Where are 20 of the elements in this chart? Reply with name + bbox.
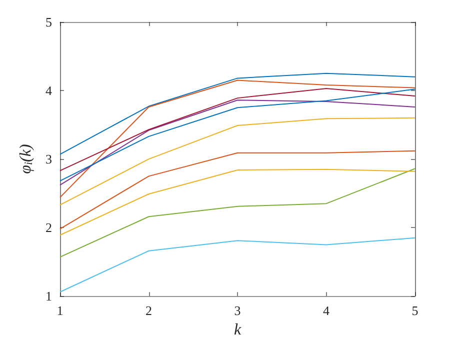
x-tick-label: 2	[146, 303, 152, 318]
y-tick-label: 3	[46, 152, 52, 167]
y-axis-title: φi(k)	[18, 144, 36, 174]
y-tick-label: 4	[46, 83, 52, 98]
y-tick-label: 2	[46, 220, 52, 236]
x-tick-label: 3	[234, 303, 241, 318]
x-tick-label: 1	[56, 303, 64, 318]
line-series	[60, 150, 416, 230]
x-axis-title: k	[234, 322, 242, 338]
line-series	[60, 168, 416, 258]
x-tick-label: 5	[412, 303, 418, 318]
y-tick-label: 1	[46, 288, 52, 304]
line-series	[60, 168, 416, 236]
line-series	[60, 237, 416, 292]
line-series	[60, 80, 416, 198]
line-series	[60, 117, 416, 206]
line-series	[60, 100, 416, 186]
y-tick-label: 5	[46, 14, 52, 30]
line-series	[60, 72, 416, 155]
x-tick-label: 4	[323, 303, 330, 318]
